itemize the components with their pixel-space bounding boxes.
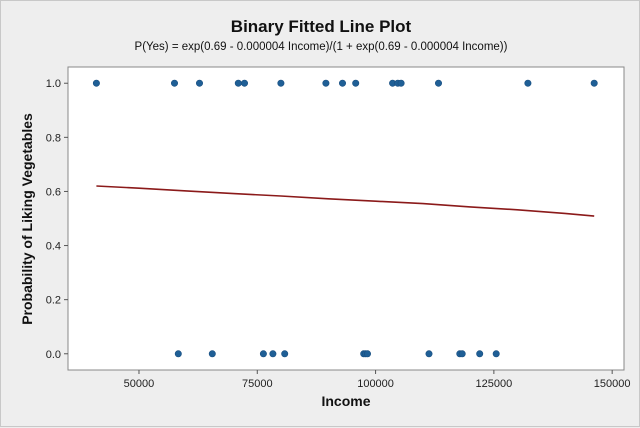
- data-point: [492, 350, 500, 358]
- y-tick-label: 0.6: [46, 186, 61, 198]
- data-point: [281, 350, 289, 358]
- data-point: [338, 79, 346, 87]
- fitted-line-group: [96, 185, 595, 217]
- data-point: [208, 350, 216, 358]
- x-tick-label: 150000: [594, 378, 631, 390]
- data-point: [277, 79, 285, 87]
- x-axis: 50000 75000 100000 125000 150000: [124, 370, 631, 390]
- plot-area: [67, 66, 625, 371]
- data-point: [352, 79, 360, 87]
- data-point: [524, 79, 532, 87]
- x-axis-label: Income: [321, 393, 370, 409]
- fitted-probability-line: [96, 185, 595, 217]
- y-tick-label: 0.0: [46, 349, 61, 361]
- data-points-group: [92, 79, 598, 358]
- data-point: [590, 79, 598, 87]
- y-tick-label: 1.0: [46, 78, 61, 90]
- x-tick-label: 125000: [476, 378, 513, 390]
- data-point: [196, 79, 204, 87]
- data-point: [269, 350, 277, 358]
- data-point: [259, 350, 267, 358]
- data-point: [234, 79, 242, 87]
- y-tick-label: 0.8: [46, 132, 61, 144]
- data-point: [425, 350, 433, 358]
- data-point: [174, 350, 182, 358]
- y-tick-label: 0.2: [46, 295, 61, 307]
- y-tick-label: 0.4: [46, 241, 61, 253]
- data-point: [458, 350, 466, 358]
- chart-subtitle: P(Yes) = exp(0.69 - 0.000004 Income)/(1 …: [134, 41, 508, 53]
- data-point: [322, 79, 330, 87]
- data-point: [397, 79, 405, 87]
- data-point: [434, 79, 442, 87]
- x-tick-label: 50000: [124, 378, 155, 390]
- x-tick-label: 100000: [357, 378, 394, 390]
- data-point: [363, 350, 371, 358]
- y-axis-label: Probability of Liking Vegetables: [19, 113, 35, 325]
- data-point: [92, 79, 100, 87]
- data-point: [241, 79, 249, 87]
- data-point: [476, 350, 484, 358]
- chart-title: Binary Fitted Line Plot: [230, 17, 412, 36]
- data-point: [171, 79, 179, 87]
- x-tick-label: 75000: [242, 378, 273, 390]
- y-axis: 0.0 0.2 0.4 0.6 0.8 1.0: [46, 78, 68, 361]
